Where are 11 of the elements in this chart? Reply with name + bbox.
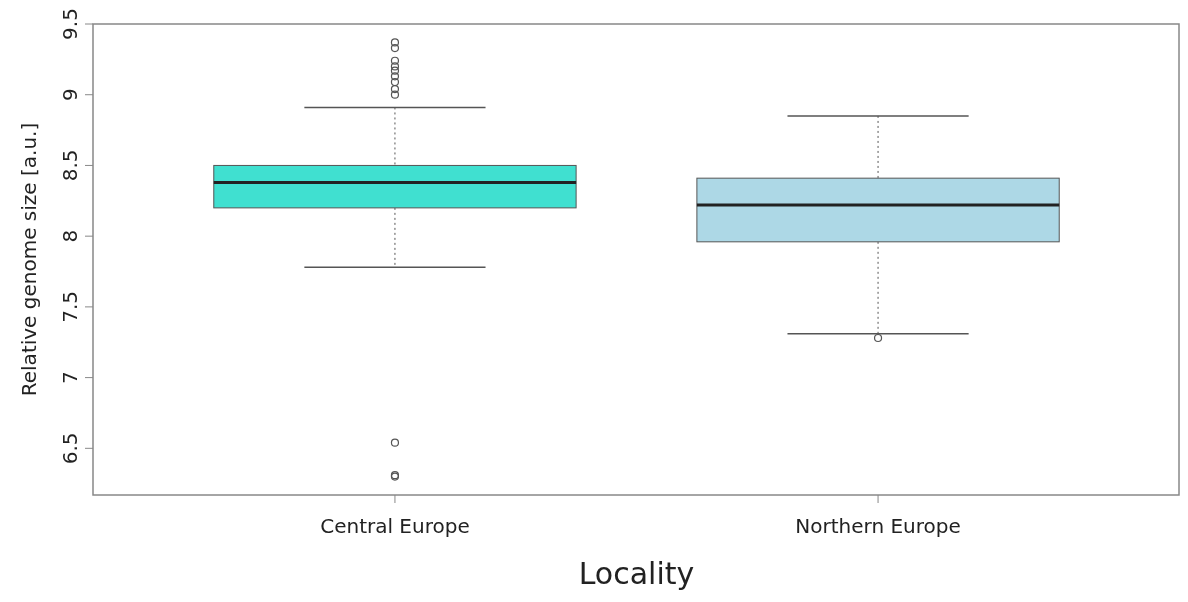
y-tick-label: 7 (58, 371, 82, 384)
x-axis-title: Locality (578, 556, 695, 591)
y-tick-label: 7.5 (58, 290, 82, 323)
x-tick-label: Central Europe (320, 514, 470, 538)
y-tick-label: 9.5 (58, 8, 82, 40)
y-tick-label: 6.5 (58, 432, 82, 465)
x-tick-label: Northern Europe (795, 514, 961, 538)
y-tick-label: 8.5 (58, 149, 82, 182)
y-axis-title: Relative genome size [a.u.] (17, 122, 41, 397)
y-tick-label: 8 (58, 229, 82, 243)
y-tick-label: 9 (58, 88, 82, 102)
